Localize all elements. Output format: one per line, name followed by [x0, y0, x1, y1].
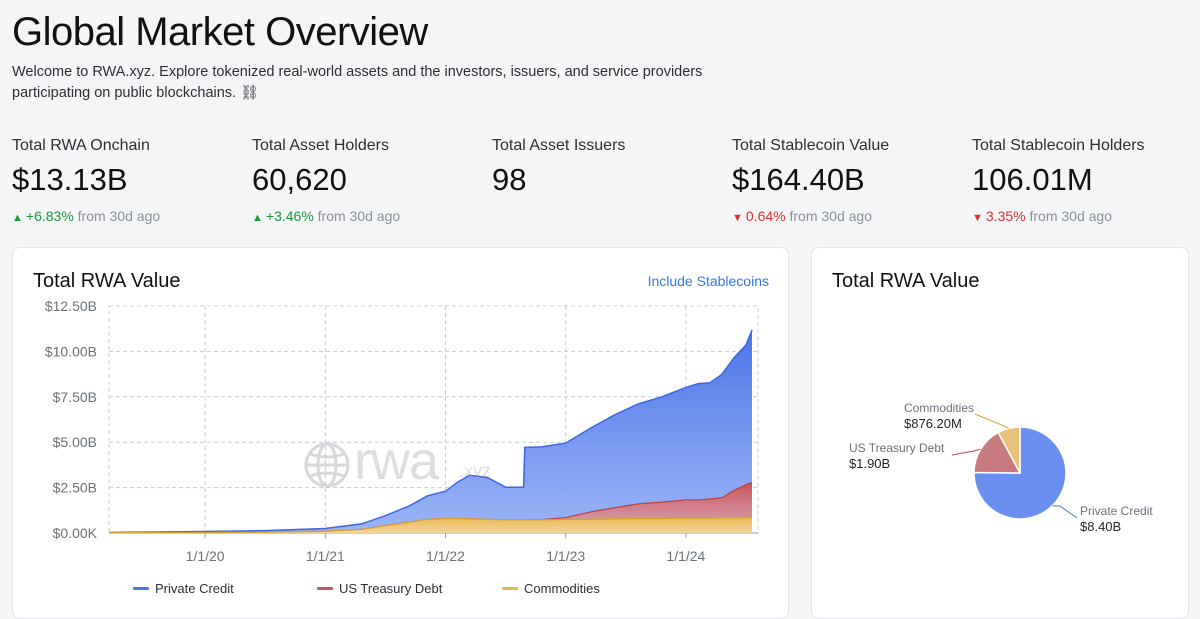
area-chart: $0.00K $2.50B $5.00B $7.50B $10.00B $12.50B 1/…	[45, 298, 759, 564]
pie-slice-us-treasury-debt[interactable]	[973, 431, 1022, 474]
pie-slice-name: Private Credit	[1080, 504, 1153, 518]
y-tick-label: $12.50B	[45, 298, 97, 314]
stat-total-asset-holders: Total Asset Holders 60,620 ▲ +3.46% from …	[252, 137, 482, 224]
stat-total-stablecoin-value: Total Stablecoin Value $164.40B ▼ 0.64% f…	[732, 137, 962, 224]
pie-slice-name: US Treasury Debt	[849, 441, 945, 455]
stat-label: Total Asset Holders	[252, 137, 389, 154]
pie-chart-card: Total RWA Value Private Credit $8.40B US T…	[811, 247, 1189, 619]
x-tick-label: 1/1/20	[186, 548, 225, 564]
card-title: Total RWA Value	[832, 270, 980, 292]
stat-value: 106.01M	[972, 162, 1093, 197]
stat-label: Total Stablecoin Holders	[972, 137, 1145, 154]
stat-delta: +3.46%	[265, 208, 314, 224]
stat-period: from 30d ago	[789, 208, 872, 224]
pie-slice-value: $8.40B	[1080, 519, 1121, 534]
triangle-up-icon: ▲	[12, 212, 23, 224]
legend-item-us-treasury-debt[interactable]: US Treasury Debt	[317, 581, 442, 596]
stat-delta: 3.35%	[985, 208, 1026, 224]
legend-swatch	[502, 587, 518, 590]
stat-total-stablecoin-holders: Total Stablecoin Holders 106.01M ▼ 3.35% …	[972, 137, 1200, 224]
stat-change: ▼ 3.35% from 30d ago	[972, 208, 1200, 224]
stat-period: from 30d ago	[77, 208, 161, 224]
stat-label: Total RWA Onchain	[12, 137, 150, 154]
stat-value: $13.13B	[12, 162, 128, 197]
pie-chart: Private Credit$8.40B US Treasury Debt$1.9…	[849, 401, 1153, 534]
globe-icon	[304, 442, 350, 488]
triangle-down-icon: ▼	[972, 212, 983, 224]
pie-leader-line	[951, 448, 981, 456]
stat-total-asset-issuers: Total Asset Issuers 98	[492, 137, 722, 198]
pie-slice-value: $1.90B	[849, 456, 890, 471]
legend-item-commodities[interactable]: Commodities	[502, 581, 600, 596]
include-stablecoins-toggle[interactable]: Include Stablecoins	[647, 273, 769, 289]
x-tick-label: 1/1/22	[426, 548, 465, 564]
stat-period: from 30d ago	[317, 208, 401, 224]
page-title: Global Market Overview	[12, 10, 428, 54]
stat-change: ▲ +3.46% from 30d ago	[252, 208, 482, 224]
pie-leader-line	[974, 413, 1010, 429]
card-title: Total RWA Value	[33, 270, 181, 292]
area-chart-card: Total RWA Value Include Stablecoins $0.0…	[12, 247, 789, 619]
legend-label: Commodities	[524, 581, 600, 596]
y-tick-label: $7.50B	[53, 389, 97, 405]
y-tick-label: $2.50B	[53, 480, 97, 496]
stat-total-rwa-onchain: Total RWA Onchain $13.13B ▲ +6.83% from 3…	[12, 137, 242, 224]
series-area-commodities	[109, 517, 752, 533]
legend-swatch	[133, 587, 149, 590]
x-tick-label: 1/1/21	[306, 548, 345, 564]
stat-label: Total Stablecoin Value	[732, 137, 890, 154]
stat-delta: 0.64%	[745, 208, 786, 224]
stat-change: ▼ 0.64% from 30d ago	[732, 208, 962, 224]
legend-label: Private Credit	[155, 581, 234, 596]
pie-slice-value: $876.20M	[904, 416, 962, 431]
y-tick-label: $10.00B	[45, 343, 97, 359]
legend-item-private-credit[interactable]: Private Credit	[133, 581, 234, 596]
y-tick-label: $0.00K	[53, 525, 98, 541]
stat-change: ▲ +6.83% from 30d ago	[12, 208, 242, 224]
series-line-commodities	[108, 516, 753, 534]
pie-slice-private-credit[interactable]	[973, 426, 1067, 520]
x-tick-label: 1/1/23	[546, 548, 585, 564]
stat-value: 60,620	[252, 162, 347, 197]
triangle-up-icon: ▲	[252, 212, 263, 224]
stat-label: Total Asset Issuers	[492, 137, 626, 154]
series-area-private-credit	[109, 330, 752, 533]
stat-delta: +6.83%	[25, 208, 74, 224]
page-subtitle: Welcome to RWA.xyz. Explore tokenized re…	[12, 64, 703, 101]
stat-value: 98	[492, 162, 527, 197]
x-tick-label: 1/1/24	[666, 548, 705, 564]
stat-value: $164.40B	[732, 162, 865, 197]
pie-slice-name: Commodities	[904, 401, 974, 415]
stat-period: from 30d ago	[1029, 208, 1112, 224]
watermark-logo-suffix: .xyz	[459, 461, 492, 481]
legend-swatch	[317, 587, 333, 590]
watermark-logo: rwa	[354, 431, 439, 491]
triangle-down-icon: ▼	[732, 212, 743, 224]
legend-label: US Treasury Debt	[339, 581, 443, 596]
pie-leader-line	[1052, 505, 1078, 519]
y-tick-label: $5.00B	[53, 434, 97, 450]
series-line-private-credit	[108, 329, 753, 534]
